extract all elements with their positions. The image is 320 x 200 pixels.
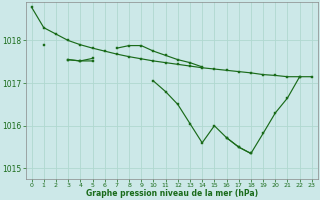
X-axis label: Graphe pression niveau de la mer (hPa): Graphe pression niveau de la mer (hPa) — [86, 189, 258, 198]
